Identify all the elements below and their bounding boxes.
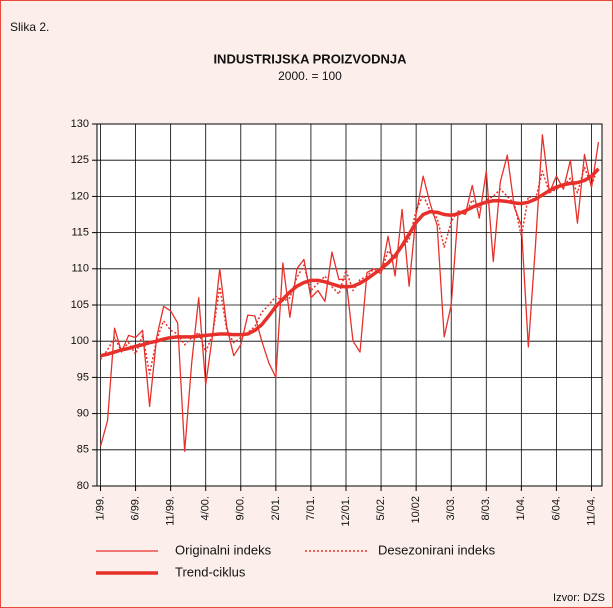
source: Izvor: DZS (553, 592, 605, 604)
x-tick-label: 11/99. (165, 496, 177, 526)
x-tick-label: 1/04. (515, 496, 527, 520)
legend-label: Originalni indeks (175, 542, 272, 557)
x-tick-label: 5/02. (375, 496, 387, 520)
x-tick-label: 4/00. (200, 496, 212, 520)
figure-label: Slika 2. (10, 20, 49, 34)
x-tick-label: 12/01. (340, 496, 352, 527)
plot-border (96, 123, 603, 487)
y-tick-label: 130 (71, 118, 89, 130)
y-tick-label: 105 (71, 299, 89, 311)
y-tick-label: 85 (77, 444, 89, 456)
x-tick-label: 2/01. (270, 496, 282, 520)
x-tick-label: 9/00. (235, 496, 247, 520)
y-tick-label: 80 (77, 480, 89, 492)
y-tick-label: 125 (71, 154, 89, 166)
x-tick-label: 8/03. (480, 496, 492, 520)
y-tick-label: 95 (77, 371, 89, 383)
y-tick-label: 110 (71, 263, 89, 275)
y-tick-label: 100 (71, 335, 89, 347)
x-tick-label: 6/04. (550, 496, 562, 520)
x-tick-label: 1/99. (94, 496, 106, 520)
y-tick-label: 120 (71, 190, 89, 202)
legend-label: Trend-ciklus (175, 564, 246, 579)
series-line (100, 167, 600, 358)
legend-label: Desezonirani indeks (378, 542, 496, 557)
x-tick-label: 11/04. (585, 496, 597, 526)
x-tick-label: 7/01. (305, 496, 317, 520)
x-tick-label: 10/02 (410, 496, 422, 524)
y-tick-label: 90 (77, 408, 89, 420)
chart-subtitle: 2000. = 100 (278, 69, 342, 83)
y-tick-label: 115 (71, 227, 89, 239)
x-tick-label: 6/99. (129, 496, 141, 520)
chart-title: INDUSTRIJSKA PROIZVODNJA (213, 51, 407, 66)
x-tick-label: 3/03. (445, 496, 457, 520)
